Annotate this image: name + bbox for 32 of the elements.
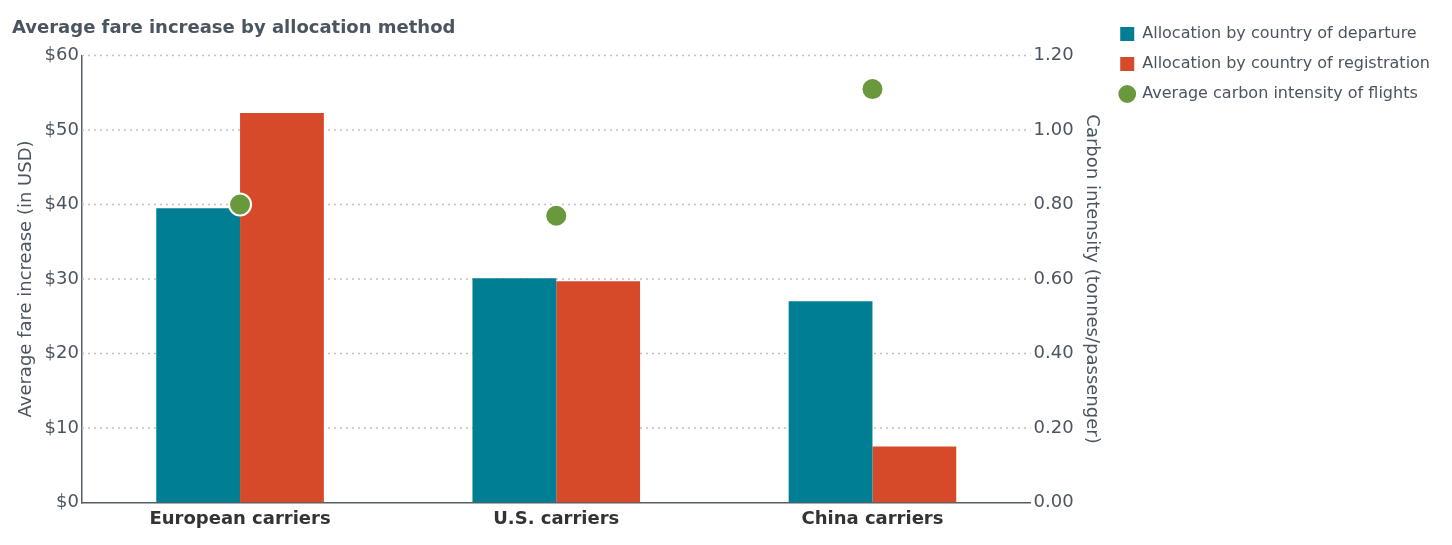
x-tick-label: European carriers [149,506,331,528]
bar [872,446,957,503]
bar [788,301,873,503]
y2-tick-label: 0.00 [1033,490,1074,512]
x-tick-label: U.S. carriers [493,506,620,528]
x-tick-label: China carriers [801,506,944,528]
bar [240,112,324,503]
y-tick-label: $0 [56,490,79,512]
y-tick-label: $10 [44,415,79,437]
y-tick-label: $60 [44,43,79,65]
y2-tick-label: 1.00 [1033,117,1074,139]
y2-tick-label: 0.40 [1033,341,1074,363]
y2-tick-label: 0.80 [1033,192,1074,214]
legend-label: Allocation by country of registration [1142,53,1430,73]
legend-label: Allocation by country of departure [1142,23,1417,43]
y-tick-label: $20 [44,341,79,363]
y2-tick-label: 0.20 [1033,415,1074,437]
y2-axis-title: Carbon intensity (tonnes/passenger) [1082,114,1104,444]
bar [156,208,241,503]
legend-label: Average carbon intensity of flights [1142,83,1418,103]
y-tick-label: $50 [44,117,79,139]
y-tick-label: $30 [44,266,79,288]
bar [556,281,641,503]
y2-tick-label: 1.20 [1033,43,1074,65]
point [228,192,253,217]
point [860,77,885,102]
bar [472,278,557,503]
y2-tick-label: 0.60 [1033,266,1074,288]
point [544,203,569,228]
y-tick-label: $40 [44,192,79,214]
chart-title: Average fare increase by allocation method [12,16,456,38]
y-axis-title: Average fare increase (in USD) [14,140,36,418]
